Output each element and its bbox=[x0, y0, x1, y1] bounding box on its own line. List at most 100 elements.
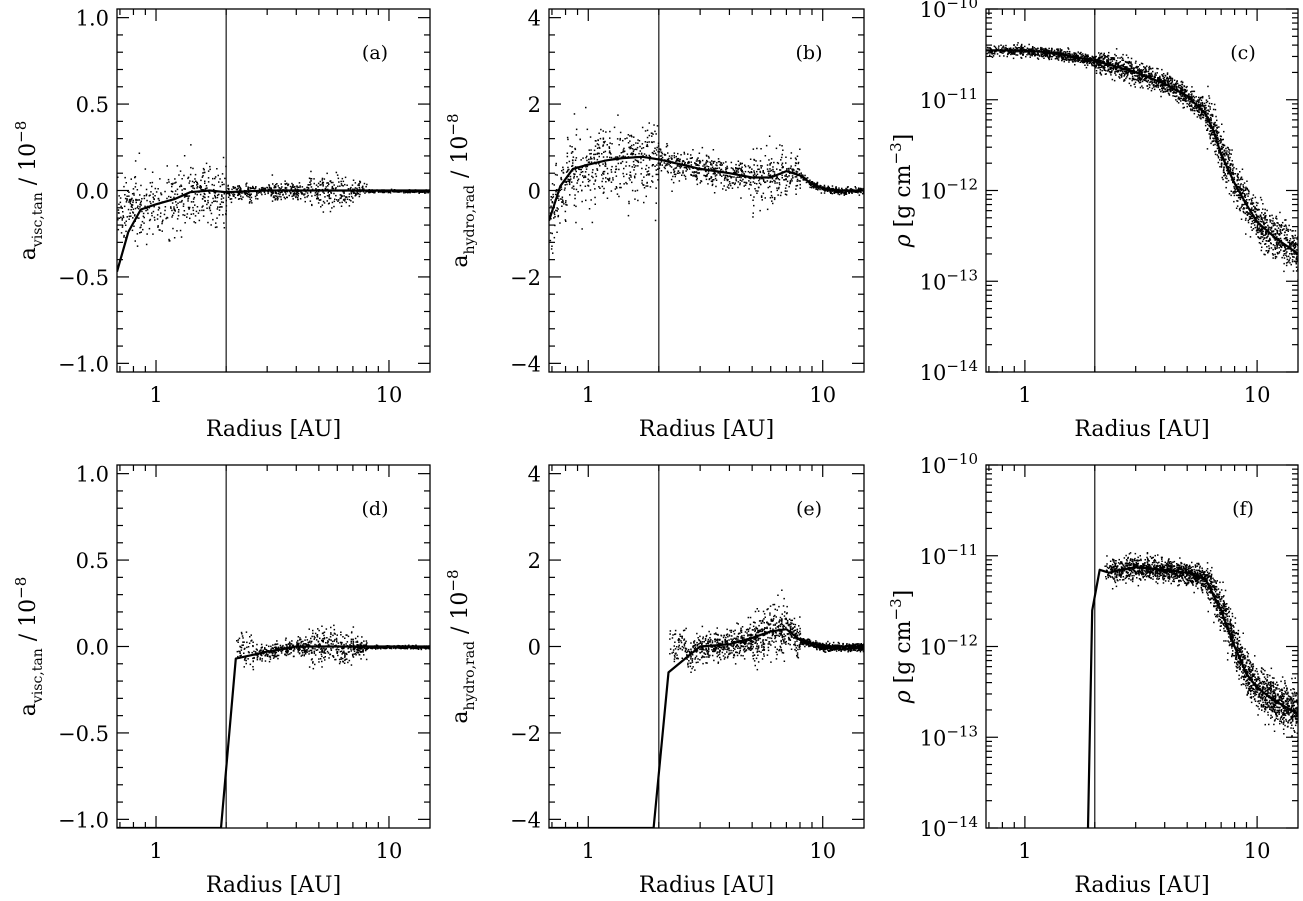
data-point bbox=[598, 186, 600, 188]
data-point bbox=[555, 164, 557, 167]
data-point bbox=[136, 245, 139, 247]
data-point bbox=[1134, 74, 1136, 77]
data-point bbox=[677, 172, 679, 174]
data-point bbox=[1148, 67, 1150, 69]
data-point bbox=[317, 193, 319, 195]
data-point bbox=[1193, 109, 1196, 112]
data-point bbox=[1223, 166, 1225, 168]
data-point bbox=[213, 200, 215, 203]
data-point bbox=[615, 175, 618, 177]
data-point bbox=[322, 191, 324, 193]
data-point bbox=[117, 209, 120, 211]
data-point bbox=[1095, 70, 1098, 72]
data-point bbox=[149, 200, 151, 203]
data-point bbox=[1246, 203, 1249, 205]
data-point bbox=[648, 159, 651, 161]
data-point bbox=[1106, 59, 1108, 61]
data-point bbox=[227, 193, 230, 195]
data-point bbox=[685, 167, 688, 169]
data-point bbox=[221, 194, 223, 196]
data-point bbox=[602, 192, 605, 194]
data-point bbox=[1043, 54, 1045, 57]
data-point bbox=[599, 137, 602, 140]
data-point bbox=[770, 191, 772, 193]
data-point bbox=[1111, 78, 1114, 81]
data-point bbox=[740, 169, 742, 172]
data-point bbox=[641, 143, 644, 145]
data-point bbox=[786, 176, 789, 178]
data-point bbox=[1027, 52, 1029, 54]
data-point bbox=[1235, 207, 1238, 209]
data-point bbox=[989, 47, 991, 49]
data-point bbox=[252, 185, 254, 188]
data-point bbox=[269, 188, 271, 190]
data-point bbox=[415, 190, 417, 193]
data-point bbox=[791, 170, 794, 172]
data-point bbox=[1197, 110, 1199, 113]
data-point bbox=[671, 190, 673, 192]
data-point bbox=[553, 236, 556, 239]
data-point bbox=[213, 191, 215, 194]
data-point bbox=[1179, 87, 1182, 89]
data-point bbox=[186, 213, 189, 215]
data-point bbox=[1251, 197, 1254, 199]
data-point bbox=[732, 182, 734, 184]
data-point bbox=[678, 180, 681, 182]
data-point bbox=[1160, 78, 1162, 81]
data-point bbox=[1157, 78, 1159, 80]
data-point bbox=[209, 204, 212, 206]
data-point bbox=[762, 177, 764, 180]
data-point bbox=[773, 179, 775, 182]
data-point bbox=[1214, 150, 1216, 153]
data-point bbox=[187, 177, 189, 180]
data-point bbox=[732, 167, 734, 170]
data-point bbox=[222, 214, 224, 216]
data-point bbox=[205, 162, 208, 165]
data-point bbox=[273, 187, 275, 189]
data-point bbox=[1227, 157, 1230, 159]
data-point bbox=[573, 113, 576, 115]
data-point bbox=[1150, 72, 1153, 74]
data-point bbox=[1207, 109, 1210, 111]
data-point bbox=[660, 155, 663, 157]
data-point bbox=[779, 144, 781, 146]
data-point bbox=[124, 224, 127, 226]
data-point bbox=[146, 233, 148, 235]
data-point bbox=[1214, 130, 1216, 132]
data-point bbox=[1057, 58, 1059, 60]
data-point bbox=[599, 165, 601, 167]
data-point bbox=[634, 153, 637, 156]
data-point bbox=[317, 194, 319, 196]
data-point bbox=[598, 146, 600, 149]
data-point bbox=[174, 193, 176, 195]
data-point bbox=[560, 186, 563, 188]
data-point bbox=[573, 188, 575, 190]
data-point bbox=[800, 172, 802, 174]
data-point bbox=[310, 186, 313, 188]
data-point bbox=[815, 188, 817, 190]
data-point bbox=[1206, 129, 1208, 131]
data-point bbox=[276, 199, 279, 201]
data-point bbox=[1022, 51, 1024, 53]
data-point bbox=[835, 190, 837, 192]
data-point bbox=[684, 162, 686, 165]
data-point bbox=[584, 176, 587, 178]
data-point bbox=[1163, 76, 1166, 79]
data-point bbox=[614, 188, 617, 190]
data-point bbox=[175, 201, 177, 203]
data-point bbox=[279, 188, 281, 190]
data-point bbox=[792, 168, 795, 171]
data-point bbox=[354, 187, 357, 189]
data-point bbox=[1265, 232, 1267, 234]
data-point bbox=[193, 187, 196, 190]
data-point bbox=[772, 168, 774, 171]
data-point bbox=[196, 185, 199, 188]
data-point bbox=[147, 212, 149, 215]
data-point bbox=[1286, 229, 1288, 231]
data-point bbox=[1184, 95, 1186, 98]
data-point bbox=[1264, 217, 1267, 219]
data-point bbox=[637, 165, 639, 167]
data-point bbox=[1291, 253, 1293, 256]
data-point bbox=[845, 191, 847, 194]
